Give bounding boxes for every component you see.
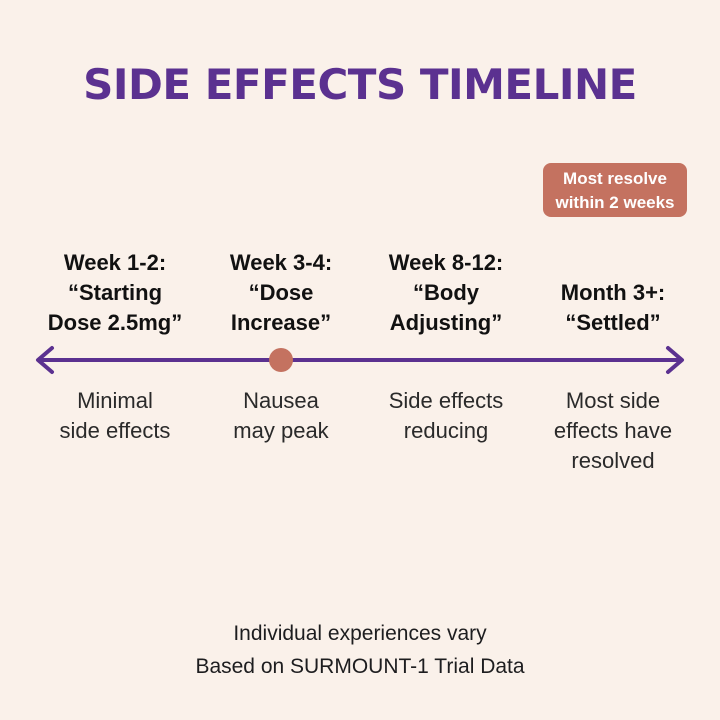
stage-label-line: Month 3+: (560, 280, 666, 305)
stage-label-line: Week 1-2: (63, 250, 167, 275)
timeline-marker-dot (269, 348, 293, 372)
stage-label-line: “Body (413, 280, 479, 305)
timeline-right-arrowhead (666, 346, 684, 374)
stage-desc-week-1-2: Minimal side effects (25, 386, 205, 446)
stage-label-line: Dose 2.5mg” (47, 310, 183, 335)
stage-label-week-1-2: Week 1-2: “Starting Dose 2.5mg” (25, 248, 205, 338)
callout-line-2: within 2 weeks (555, 193, 675, 212)
timeline-left-arrowhead (36, 346, 54, 374)
footer-disclaimer: Individual experiences vary (233, 622, 487, 645)
stage-desc-week-8-12: Side effects reducing (356, 386, 536, 446)
stage-desc-line: Minimal (77, 388, 153, 413)
stage-label-line: Increase” (230, 310, 332, 335)
stage-desc-month-3: Most side effects have resolved (523, 386, 703, 476)
stage-desc-line: may peak (233, 418, 329, 443)
stage-label-week-8-12: Week 8-12: “Body Adjusting” (356, 248, 536, 338)
stage-desc-line: Side effects (388, 388, 504, 413)
stage-desc-line: effects have (553, 418, 673, 443)
stage-desc-week-3-4: Nausea may peak (191, 386, 371, 446)
page-title: SIDE EFFECTS TIMELINE (83, 60, 637, 109)
stage-label-line: Week 3-4: (229, 250, 333, 275)
stage-desc-line: Most side (565, 388, 661, 413)
stage-label-month-3: Month 3+: “Settled” (523, 278, 703, 338)
stage-label-line: “Starting (67, 280, 163, 305)
callout-line-1: Most resolve (563, 169, 667, 188)
stage-label-line: “Dose (248, 280, 314, 305)
stage-desc-line: side effects (59, 418, 171, 443)
stage-desc-line: Nausea (243, 388, 319, 413)
stage-label-week-3-4: Week 3-4: “Dose Increase” (191, 248, 371, 338)
stage-desc-line: reducing (403, 418, 489, 443)
stage-label-line: Adjusting” (389, 310, 503, 335)
footer-source: Based on SURMOUNT-1 Trial Data (195, 655, 525, 678)
stage-label-line: Week 8-12: (388, 250, 504, 275)
resolution-callout-badge: Most resolve within 2 weeks (543, 163, 687, 217)
stage-desc-line: resolved (571, 448, 655, 473)
stage-label-line: “Settled” (565, 310, 661, 335)
timeline-axis (36, 346, 684, 374)
